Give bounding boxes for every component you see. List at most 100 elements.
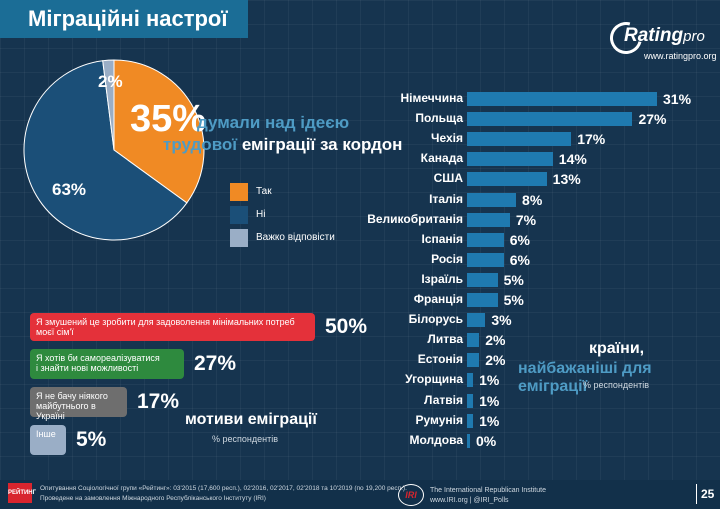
motive-value-2: 17% bbox=[137, 390, 180, 413]
country-value: 14% bbox=[558, 151, 587, 168]
page-title: Міграційні настрої bbox=[28, 6, 228, 31]
country-label: Великобританія bbox=[367, 211, 463, 226]
country-label: Польща bbox=[415, 111, 463, 126]
logo-url: www.ratingpro.org bbox=[644, 51, 717, 61]
motive-bar-3: Інше bbox=[30, 425, 66, 455]
footer-note: Опитування Соціологічної групи «Рейтинг»… bbox=[40, 484, 407, 504]
country-value: 3% bbox=[491, 312, 512, 329]
motive-value-0: 50% bbox=[325, 315, 368, 338]
country-value: 1% bbox=[479, 372, 500, 389]
country-label: Італія bbox=[429, 191, 463, 206]
legend-swatch bbox=[230, 206, 248, 224]
country-value: 2% bbox=[485, 352, 506, 369]
country-bar bbox=[467, 293, 498, 307]
country-label: Угорщина bbox=[405, 372, 463, 387]
headline-line-2: трудової еміграції за кордон bbox=[163, 135, 402, 155]
country-value: 31% bbox=[663, 91, 692, 107]
motive-bar-0: Я змушений це зробити для задоволення мі… bbox=[30, 313, 315, 341]
country-label: Білорусь bbox=[408, 312, 463, 327]
country-label: Естонія bbox=[417, 352, 463, 367]
country-value: 6% bbox=[509, 251, 530, 268]
country-bar bbox=[467, 92, 657, 106]
country-label: Молдова bbox=[409, 432, 464, 447]
country-value: 1% bbox=[479, 392, 500, 409]
country-label: Німеччина bbox=[400, 91, 463, 105]
motives-subtitle: % респондентів bbox=[212, 434, 278, 444]
country-bar bbox=[467, 393, 474, 408]
pie-slice-label-1: 63% bbox=[52, 180, 87, 199]
country-label: Ізраїль bbox=[421, 271, 463, 286]
legend-swatch bbox=[230, 229, 248, 247]
legend-label: Ні bbox=[256, 209, 266, 220]
iri-text: The International Republican Institute ww… bbox=[430, 486, 546, 506]
country-bar bbox=[467, 212, 510, 227]
legend-swatch bbox=[230, 183, 248, 201]
iri-line-2: www.IRI.org | @IRI_Polls bbox=[430, 497, 509, 504]
country-value: 5% bbox=[503, 271, 524, 288]
country-value: 7% bbox=[515, 211, 537, 228]
footer-note-line-2: Проведене на замовлення Міжнародного Рес… bbox=[40, 495, 266, 502]
country-bar bbox=[467, 313, 486, 328]
country-label: Канада bbox=[420, 151, 463, 166]
country-value: 8% bbox=[522, 191, 543, 208]
title-bar bbox=[0, 0, 248, 38]
countries-title-line-2: найбажаніші для еміграції bbox=[518, 360, 652, 395]
motive-bar-2: Я не бачу ніякого майбутнього в Україні bbox=[30, 387, 127, 421]
countries-subtitle: % респондентів bbox=[583, 380, 649, 390]
pie-slice-0 bbox=[113, 59, 205, 204]
motive-value-1: 27% bbox=[194, 352, 237, 375]
headline-rest: еміграції за кордон bbox=[237, 135, 403, 154]
country-bar bbox=[467, 112, 633, 127]
pie-slice-2 bbox=[102, 59, 115, 151]
headline-line-1: думали над ідеєю bbox=[197, 113, 350, 132]
country-bar bbox=[467, 413, 474, 428]
pie-slice-label-2: 2% bbox=[98, 72, 123, 91]
legend-label: Важко відповісти bbox=[256, 232, 335, 243]
country-bar bbox=[467, 152, 553, 167]
page-divider bbox=[696, 484, 697, 504]
country-bar bbox=[467, 353, 480, 368]
motives-title: мотиви еміграції bbox=[185, 411, 317, 428]
country-label: Іспанія bbox=[421, 231, 463, 246]
logo-suffix: pro bbox=[683, 28, 705, 45]
logo-name: Rating bbox=[624, 25, 684, 46]
country-bar bbox=[467, 132, 572, 147]
country-bar bbox=[467, 192, 517, 207]
motive-bar-1: Я хотів би самореалізуватися і знайти но… bbox=[30, 349, 184, 379]
country-bar bbox=[467, 232, 504, 247]
country-value: 0% bbox=[476, 432, 497, 449]
country-bar bbox=[467, 172, 547, 187]
country-value: 6% bbox=[509, 231, 530, 248]
country-label: Франція bbox=[413, 292, 463, 306]
headline-muted: трудової bbox=[163, 135, 238, 154]
rating-logo: Ratingpro bbox=[624, 25, 705, 47]
country-value: 1% bbox=[479, 412, 500, 429]
country-label: Чехія bbox=[431, 131, 463, 146]
page-number: 25 bbox=[701, 487, 715, 501]
headline-percent: 35% bbox=[130, 98, 207, 140]
motive-value-3: 5% bbox=[76, 428, 107, 451]
footer-note-line-1: Опитування Соціологічної групи «Рейтинг»… bbox=[40, 485, 407, 492]
countries-title-line-1: країни, bbox=[589, 340, 645, 357]
country-value: 5% bbox=[503, 292, 524, 308]
country-value: 27% bbox=[638, 111, 667, 128]
country-bar bbox=[467, 272, 498, 287]
country-label: Латвія bbox=[424, 392, 463, 407]
country-label: США bbox=[433, 171, 463, 186]
country-label: Росія bbox=[431, 251, 463, 266]
rating-footer-logo: РЕЙТИНГ bbox=[8, 483, 36, 503]
country-value: 17% bbox=[577, 131, 606, 148]
country-bar bbox=[467, 333, 480, 348]
country-value: 13% bbox=[552, 171, 581, 188]
country-bar bbox=[467, 252, 504, 267]
legend-label: Так bbox=[256, 186, 272, 197]
iri-logo: IRI bbox=[398, 484, 424, 506]
footer bbox=[0, 480, 720, 509]
country-value: 2% bbox=[485, 332, 506, 349]
country-bar bbox=[467, 373, 474, 388]
pie-slice-1 bbox=[23, 60, 188, 241]
country-label: Румунія bbox=[415, 412, 464, 427]
iri-line-1: The International Republican Institute bbox=[430, 487, 546, 494]
country-bar bbox=[467, 433, 470, 448]
